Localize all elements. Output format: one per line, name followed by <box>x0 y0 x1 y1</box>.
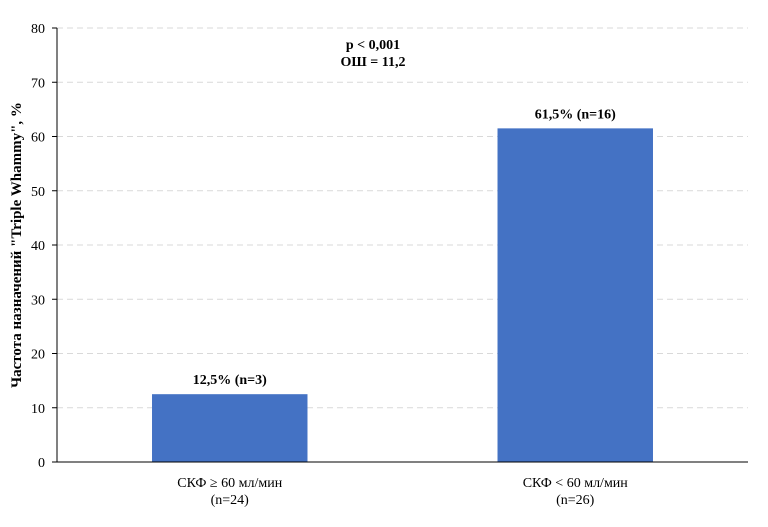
bar <box>497 128 653 463</box>
x-category-label: (n=24) <box>211 493 250 508</box>
y-tick-labels: 0 10 20 30 40 50 60 70 80 <box>31 22 45 471</box>
y-tick-label: 20 <box>31 348 45 363</box>
y-tick-label: 40 <box>31 239 45 254</box>
y-tick-label: 80 <box>31 22 45 37</box>
odds-ratio-annotation: ОШ = 11,2 <box>341 55 406 70</box>
bars <box>152 128 653 463</box>
axes <box>52 27 748 463</box>
y-axis-label: Частота назначений "Triple Whammy", % <box>9 102 25 388</box>
p-value-annotation: p < 0,001 <box>346 38 400 53</box>
y-tick-label: 60 <box>31 131 45 146</box>
x-category-label: СКФ ≥ 60 мл/мин <box>177 476 282 491</box>
data-label: 12,5% (n=3) <box>193 373 267 388</box>
x-category-label: СКФ < 60 мл/мин <box>523 476 629 491</box>
bar <box>152 394 308 462</box>
y-tick-label: 50 <box>31 185 45 200</box>
data-labels: 12,5% (n=3) 61,5% (n=16) <box>193 107 616 388</box>
x-category-label: (n=26) <box>556 493 595 508</box>
x-category-labels: СКФ ≥ 60 мл/мин (n=24) СКФ < 60 мл/мин (n=2… <box>177 476 628 508</box>
y-tick-label: 30 <box>31 293 45 308</box>
y-tick-label: 10 <box>31 402 45 417</box>
y-tick-label: 70 <box>31 76 45 91</box>
y-tick-label: 0 <box>38 456 45 471</box>
data-label: 61,5% (n=16) <box>535 107 616 122</box>
gridlines <box>57 27 748 409</box>
